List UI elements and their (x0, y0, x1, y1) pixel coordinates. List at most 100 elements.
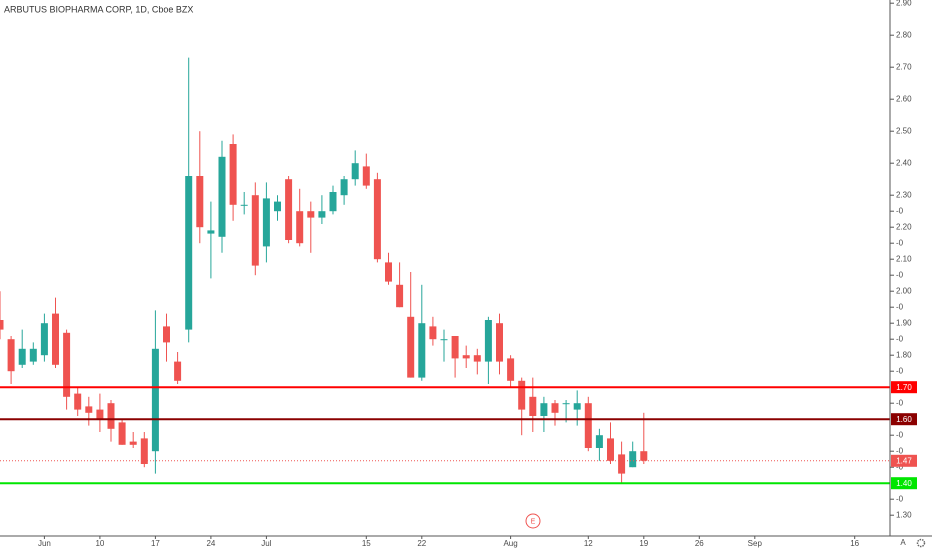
y-tick-label: -0 (896, 206, 904, 215)
x-tick-label: 26 (695, 539, 704, 548)
y-tick-label: 1.80 (896, 350, 912, 359)
candle-body (240, 204, 248, 206)
y-tick-label: 2.80 (896, 30, 912, 39)
candle-body (407, 316, 415, 378)
y-tick-label: -0 (896, 430, 904, 439)
candle-body (362, 166, 370, 186)
x-tick-label: 22 (417, 539, 426, 548)
chart-title: ARBUTUS BIOPHARMA CORP, 1D, Cboe BZX (4, 4, 193, 14)
candle-body (296, 211, 304, 244)
candle-body (607, 438, 614, 461)
settings-icon[interactable] (916, 538, 926, 548)
candle-body (584, 403, 592, 448)
y-tick-label: -0 (896, 462, 904, 471)
candle-body (85, 406, 93, 413)
candle-body (507, 358, 515, 381)
price-level-tag (891, 454, 917, 467)
candle-body (640, 451, 648, 461)
x-tick-label: 12 (584, 539, 593, 548)
earnings-label: E (531, 518, 536, 525)
candle-body (351, 163, 359, 180)
candle-body (0, 320, 4, 330)
y-tick-label: -0 (896, 270, 904, 279)
candle-body (385, 262, 392, 282)
x-tick-label: Sep (748, 539, 763, 548)
candle-body (396, 284, 404, 308)
candle-body (274, 201, 281, 212)
x-tick-label: Aug (503, 539, 517, 548)
candle-body (473, 355, 481, 362)
candle-body (540, 403, 548, 416)
y-tick-label: 1.30 (896, 510, 912, 519)
candle-body (629, 451, 637, 468)
candle-body (185, 176, 193, 330)
candle-body (484, 320, 492, 362)
candle-body (40, 323, 48, 356)
candle-body (618, 454, 626, 474)
candle-body (440, 339, 448, 341)
y-tick-label: 2.90 (896, 0, 912, 7)
x-tick-label: Jul (261, 539, 271, 548)
y-tick-label: 2.60 (896, 94, 912, 103)
x-tick-label: 15 (362, 539, 371, 548)
candle-body (196, 176, 204, 228)
y-tick-label: 2.70 (896, 62, 912, 71)
candle-body (451, 336, 459, 359)
candle-body (340, 179, 348, 196)
x-tick-label: 17 (151, 539, 160, 548)
candle-body (329, 192, 337, 212)
candle-body (529, 396, 537, 416)
y-tick-label: -0 (896, 446, 904, 455)
candle-body (518, 380, 526, 410)
x-tick-label: 19 (639, 539, 648, 548)
candle-body (229, 144, 237, 205)
price-level-label: 1.60 (896, 415, 912, 424)
scale-mode-button[interactable]: A (900, 538, 906, 547)
candle-body (551, 403, 559, 413)
candle-body (318, 211, 326, 218)
y-tick-label: -0 (896, 494, 904, 503)
candle-body (595, 435, 603, 448)
candle-body (129, 441, 137, 445)
candle-body (218, 156, 226, 237)
y-tick-label: 2.00 (896, 286, 912, 295)
earnings-marker[interactable] (525, 513, 541, 529)
candle-body (163, 326, 170, 343)
candle-body (52, 313, 59, 365)
y-tick-label: 2.30 (896, 190, 912, 199)
y-tick-label: -0 (896, 366, 904, 375)
y-tick-label: -0 (896, 238, 904, 247)
price-level-label: 1.70 (896, 383, 912, 392)
y-tick-label: 2.50 (896, 126, 912, 135)
y-tick-label: -0 (896, 398, 904, 407)
candle-body (29, 348, 37, 362)
x-tick-label: 10 (95, 539, 104, 548)
y-tick-label: -0 (896, 302, 904, 311)
price-level-label: 1.47 (896, 456, 912, 465)
y-tick-label: 1.90 (896, 318, 912, 327)
candle-body (573, 403, 581, 410)
y-tick-label: -0 (896, 334, 904, 343)
price-level-label: 1.40 (896, 479, 912, 488)
x-tick-label: 24 (206, 539, 215, 548)
candle-body (562, 403, 570, 405)
candle-body (462, 355, 470, 359)
x-tick-label: Jun (38, 539, 51, 548)
candle-body (96, 409, 104, 420)
candle-body (207, 230, 215, 234)
candle-body (151, 348, 159, 452)
candle-body (63, 332, 71, 397)
candle-body (251, 195, 259, 266)
candle-body (174, 361, 182, 381)
candle-body (107, 403, 115, 429)
candle-body (140, 438, 148, 464)
y-tick-label: 2.10 (896, 254, 912, 263)
candle-body (74, 393, 82, 410)
candle-body (18, 348, 26, 365)
price-level-tag (891, 413, 917, 426)
x-tick-label: 16 (850, 539, 859, 548)
candle-body (373, 179, 381, 260)
candle-body (262, 198, 270, 247)
